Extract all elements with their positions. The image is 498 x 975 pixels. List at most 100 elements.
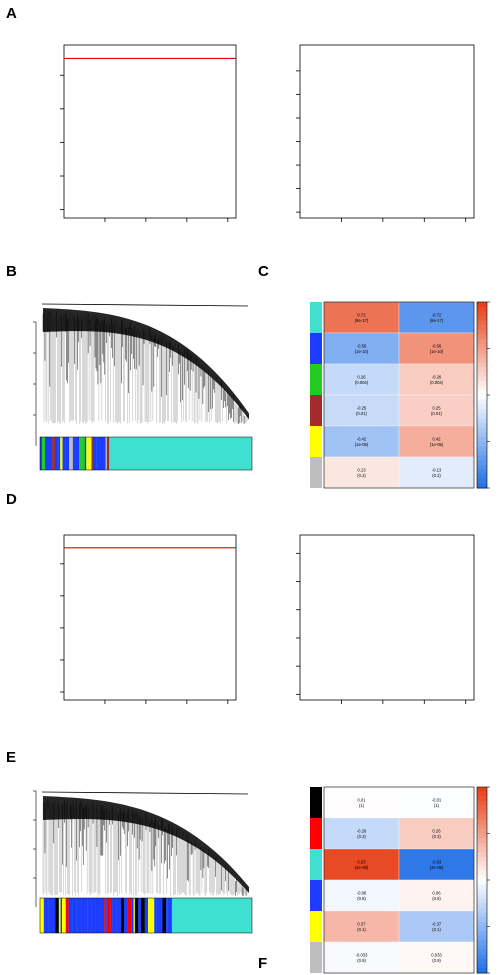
heatmap-cell-text: 0.033 (0.9) bbox=[431, 953, 442, 964]
legend-gradient-step bbox=[477, 348, 487, 354]
legend-gradient-step bbox=[477, 395, 487, 401]
legend-gradient-step bbox=[477, 954, 487, 960]
dendrogram-branch-mass bbox=[43, 308, 249, 420]
module-colorbar-stripe bbox=[148, 898, 152, 933]
module-colorbar-stripe bbox=[40, 898, 44, 933]
panel-letter-c: C bbox=[258, 263, 269, 280]
legend-gradient-step bbox=[477, 810, 487, 816]
module-colorbar-stripe bbox=[99, 898, 105, 933]
legend-gradient-step bbox=[477, 329, 487, 336]
legend-gradient-step bbox=[477, 399, 487, 405]
heatmap-cell-text: -0.26 (0.004) bbox=[430, 375, 444, 386]
plot-frame bbox=[63, 44, 237, 219]
module-colorbar-stripe bbox=[105, 898, 107, 933]
legend-gradient-step bbox=[477, 315, 487, 322]
legend-gradient-step bbox=[477, 940, 487, 946]
heatmap-cell bbox=[398, 910, 475, 943]
heatmap-cell bbox=[398, 456, 475, 489]
legend-gradient-step bbox=[477, 460, 487, 466]
heatmap-cell-text: -0.01 (1) bbox=[432, 798, 442, 809]
module-colorbar-stripe bbox=[72, 898, 77, 933]
scale-independence-chart-a bbox=[60, 44, 237, 222]
module-colorbar-stripe bbox=[106, 898, 111, 933]
module-colorbar-stripe bbox=[52, 437, 55, 470]
module-colorbar-stripe bbox=[58, 437, 61, 470]
module-colorbar-stripe bbox=[84, 437, 87, 470]
legend-gradient-step bbox=[477, 320, 487, 326]
heatmap-cell bbox=[398, 425, 475, 458]
dendrogram-branch-mass bbox=[43, 796, 249, 893]
legend-gradient-step bbox=[477, 455, 487, 461]
module-colorbar-stripe bbox=[42, 437, 46, 470]
legend-gradient-step bbox=[477, 870, 487, 876]
mean-connectivity-chart-a bbox=[296, 44, 475, 222]
legend-gradient-step bbox=[477, 478, 487, 484]
legend-gradient-step bbox=[477, 390, 487, 396]
dendrogram-top-branch bbox=[41, 303, 249, 307]
plot-frame bbox=[299, 44, 475, 219]
legend-gradient-step bbox=[477, 852, 487, 858]
module-colorbar-stripe bbox=[102, 437, 106, 470]
legend-gradient-step bbox=[477, 311, 487, 317]
legend-gradient-step bbox=[477, 371, 487, 377]
module-colorbar-stripe bbox=[45, 437, 47, 470]
heatmap-cell-text: -0.72 (8e-17) bbox=[430, 313, 444, 324]
module-colorbar-stripe bbox=[131, 898, 134, 933]
heatmap-cell bbox=[323, 817, 400, 850]
module-colorbar-stripe bbox=[72, 437, 76, 470]
module-colorbar-frame bbox=[39, 897, 253, 934]
module-color-swatch bbox=[310, 426, 322, 457]
legend-gradient-step bbox=[477, 880, 487, 886]
module-colorbar-stripe bbox=[46, 437, 50, 470]
module-colorbar-stripe bbox=[98, 437, 103, 470]
module-colorbar-stripe bbox=[151, 898, 155, 933]
module-colorbar-stripe bbox=[96, 437, 99, 470]
legend-gradient-step bbox=[477, 949, 487, 955]
heatmap-cell-text: -0.42 (1e-05) bbox=[355, 437, 369, 448]
plot-frame bbox=[63, 534, 237, 701]
module-color-swatch bbox=[310, 787, 322, 818]
module-colorbar-stripe bbox=[65, 437, 70, 470]
legend-gradient-step bbox=[477, 856, 487, 862]
legend-gradient-step bbox=[477, 427, 487, 433]
legend-gradient-step bbox=[477, 898, 487, 904]
heatmap-cell-text: -0.56 (1e-10) bbox=[430, 344, 444, 355]
heatmap-cell-text: 0.37 (0.1) bbox=[357, 922, 366, 933]
legend-gradient-step bbox=[477, 418, 487, 424]
module-colorbar-stripe bbox=[60, 898, 63, 933]
module-colorbar-stripe bbox=[144, 898, 149, 933]
legend-gradient-step bbox=[477, 921, 487, 927]
module-colorbar-stripe bbox=[127, 898, 132, 933]
module-colorbar-stripe bbox=[105, 437, 107, 470]
legend-gradient-step bbox=[477, 875, 487, 881]
legend-gradient-step bbox=[477, 464, 487, 470]
module-colorbar-stripe bbox=[91, 437, 93, 470]
legend-gradient-step bbox=[477, 343, 487, 349]
module-colorbar-stripe bbox=[84, 898, 88, 933]
module-colorbar-stripe bbox=[106, 437, 110, 470]
module-colorbar-stripe bbox=[49, 437, 53, 470]
legend-gradient-step bbox=[477, 819, 487, 825]
legend-gradient-step bbox=[477, 903, 487, 909]
dendrogram-top-branch bbox=[41, 791, 249, 795]
legend-gradient-step bbox=[477, 302, 487, 308]
heatmap-cell-text: -0.26 (0.3) bbox=[357, 829, 367, 840]
module-trait-heatmap-f: 0.01 (1) -0.01 (1) -0.26 (0.3) 0.26 (0.3) 0.93 (4… bbox=[310, 786, 490, 974]
heatmap-frame bbox=[323, 786, 475, 974]
legend-gradient-step bbox=[477, 917, 487, 923]
legend-gradient-step bbox=[477, 861, 487, 867]
module-colorbar-stripe bbox=[110, 898, 113, 933]
plot-frame bbox=[299, 534, 475, 701]
heatmap-cell bbox=[398, 301, 475, 334]
scale-independence-chart-d bbox=[60, 534, 237, 704]
legend-gradient-step bbox=[477, 926, 487, 932]
module-colorbar-stripe bbox=[133, 898, 135, 933]
legend-gradient-step bbox=[477, 796, 487, 802]
module-colorbar-stripe bbox=[167, 898, 172, 933]
panel-letter-b: B bbox=[6, 263, 17, 280]
legend-gradient-step bbox=[477, 814, 487, 821]
legend-gradient-step bbox=[477, 963, 487, 969]
legend-gradient-step bbox=[477, 847, 487, 853]
module-colorbar-stripe bbox=[79, 437, 82, 470]
heatmap-cell bbox=[323, 363, 400, 396]
